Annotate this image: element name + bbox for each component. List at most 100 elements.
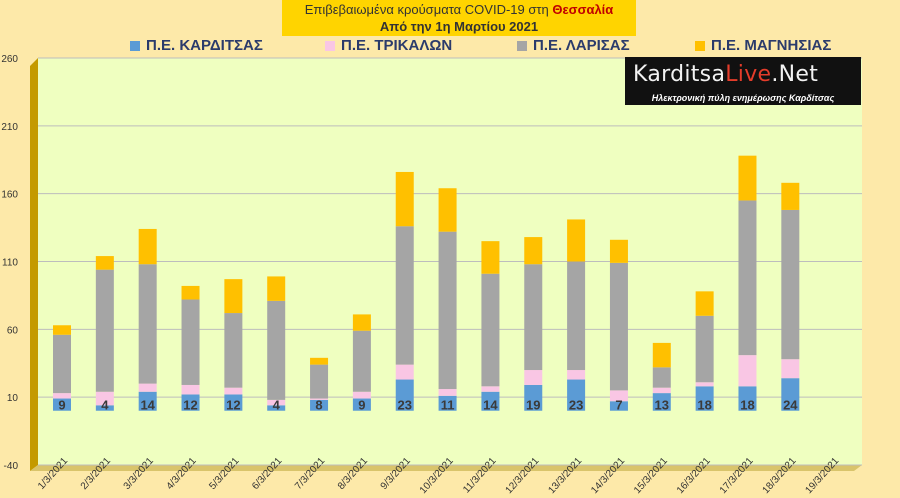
legend-item: Π.Ε. ΛΑΡΙΣΑΣ bbox=[517, 37, 630, 54]
bar-segment bbox=[95, 391, 114, 406]
bar-segment bbox=[695, 386, 714, 411]
y-tick-label: 160 bbox=[1, 190, 18, 201]
bar-segment bbox=[181, 394, 200, 411]
bar-segment bbox=[438, 231, 457, 390]
bar-segment bbox=[310, 364, 329, 399]
bar-segment bbox=[652, 367, 671, 388]
bar-segment bbox=[695, 315, 714, 383]
legend-label: Π.Ε. ΛΑΡΙΣΑΣ bbox=[533, 37, 630, 54]
bar-segment bbox=[609, 239, 628, 263]
bar-segment bbox=[224, 394, 243, 411]
bar-segment bbox=[95, 405, 114, 411]
bar-segment bbox=[352, 391, 371, 399]
chart-title-box: Επιβεβαιωμένα κρούσματα COVID-19 στη Θεσ… bbox=[282, 0, 636, 36]
plot-floor bbox=[30, 465, 862, 471]
bar-segment bbox=[310, 357, 329, 365]
data-label: 23 bbox=[398, 398, 412, 413]
bar-segment bbox=[738, 155, 757, 201]
bar-segment bbox=[781, 378, 800, 411]
bar-segment bbox=[53, 325, 71, 335]
data-label: 4 bbox=[101, 398, 109, 413]
bar-segment bbox=[438, 395, 457, 411]
bar-segment bbox=[395, 379, 414, 411]
bar-segment bbox=[267, 399, 286, 406]
bar-segment bbox=[524, 237, 543, 265]
legend-swatch bbox=[130, 40, 140, 51]
bar-segment bbox=[95, 269, 114, 392]
bar-segment bbox=[352, 398, 371, 411]
bar-segment bbox=[781, 182, 800, 210]
data-label: 13 bbox=[655, 398, 669, 413]
bar-segment bbox=[781, 359, 800, 379]
bar-segment bbox=[224, 387, 243, 395]
chart-title-region: Θεσσαλία bbox=[552, 2, 614, 17]
bar-segment bbox=[181, 384, 200, 395]
bar-segment bbox=[138, 383, 157, 392]
bar-segment bbox=[695, 291, 714, 316]
data-label: 24 bbox=[783, 398, 798, 413]
y-tick-label: 60 bbox=[7, 325, 19, 336]
data-label: 8 bbox=[315, 398, 322, 413]
bar-segment bbox=[181, 299, 200, 385]
bar-segment bbox=[567, 379, 586, 411]
data-label: 4 bbox=[273, 398, 281, 413]
y-tick-label: 260 bbox=[1, 54, 18, 65]
y-tick-label: -40 bbox=[4, 461, 19, 472]
bar-segment bbox=[395, 364, 414, 380]
bar-segment bbox=[567, 219, 586, 262]
bar-segment bbox=[481, 241, 500, 274]
bar-segment bbox=[53, 334, 71, 394]
bar-segment bbox=[524, 264, 543, 371]
data-label: 12 bbox=[183, 398, 197, 413]
bar-segment bbox=[481, 391, 500, 411]
bar-segment bbox=[438, 389, 457, 396]
bar-segment bbox=[395, 226, 414, 365]
data-label: 7 bbox=[615, 398, 622, 413]
bar-segment bbox=[267, 276, 286, 301]
bar-segment bbox=[438, 188, 457, 232]
y-tick-label: 10 bbox=[7, 393, 19, 404]
bar-segment bbox=[481, 386, 500, 392]
chart-subtitle: Από την 1η Μαρτίου 2021 bbox=[379, 19, 539, 34]
legend-item: Π.Ε. ΜΑΓΝΗΣΙΑΣ bbox=[695, 37, 831, 54]
legend-swatch bbox=[695, 40, 705, 51]
bar-segment bbox=[652, 342, 671, 368]
bar-segment bbox=[567, 370, 586, 380]
plot-side-wall bbox=[30, 58, 38, 471]
data-label: 11 bbox=[441, 398, 455, 413]
bar-segment bbox=[567, 261, 586, 371]
data-label: 19 bbox=[526, 398, 540, 413]
bar-segment bbox=[352, 314, 371, 331]
data-label: 12 bbox=[226, 398, 240, 413]
bar-segment bbox=[310, 398, 329, 400]
legend-swatch bbox=[325, 40, 335, 51]
bar-segment bbox=[609, 401, 628, 411]
data-label: 14 bbox=[483, 398, 498, 413]
legend-label: Π.Ε. ΚΑΡΔΙΤΣΑΣ bbox=[146, 37, 263, 54]
data-label: 9 bbox=[358, 398, 365, 413]
legend-label: Π.Ε. ΜΑΓΝΗΣΙΑΣ bbox=[711, 37, 832, 54]
bar-segment bbox=[695, 382, 714, 387]
bar-segment bbox=[53, 398, 71, 411]
bar-segment bbox=[524, 370, 543, 385]
bar-segment bbox=[138, 228, 157, 265]
legend: Π.Ε. ΚΑΡΔΙΤΣΑΣ Π.Ε. ΤΡΙΚΑΛΩΝ Π.Ε. ΛΑΡΙΣΑΣ Π… bbox=[0, 37, 900, 57]
bar-segment bbox=[181, 285, 200, 300]
legend-label: Π.Ε. ΤΡΙΚΑΛΩΝ bbox=[341, 37, 453, 54]
legend-item: Π.Ε. ΚΑΡΔΙΤΣΑΣ bbox=[130, 37, 263, 54]
bar-segment bbox=[267, 405, 286, 411]
bar-segment bbox=[481, 273, 500, 387]
y-tick-label: 210 bbox=[1, 122, 18, 133]
bar-segment bbox=[609, 390, 628, 402]
bar-segment bbox=[224, 279, 243, 314]
bar-segment bbox=[781, 209, 800, 360]
data-label: 18 bbox=[697, 398, 711, 413]
data-label: 18 bbox=[740, 398, 754, 413]
data-label: 14 bbox=[140, 398, 155, 413]
bar-segment bbox=[310, 399, 329, 411]
bar-segment bbox=[138, 391, 157, 411]
data-label: 9 bbox=[58, 398, 65, 413]
bar-segment bbox=[738, 355, 757, 387]
data-label: 23 bbox=[569, 398, 583, 413]
bar-segment bbox=[652, 393, 671, 411]
